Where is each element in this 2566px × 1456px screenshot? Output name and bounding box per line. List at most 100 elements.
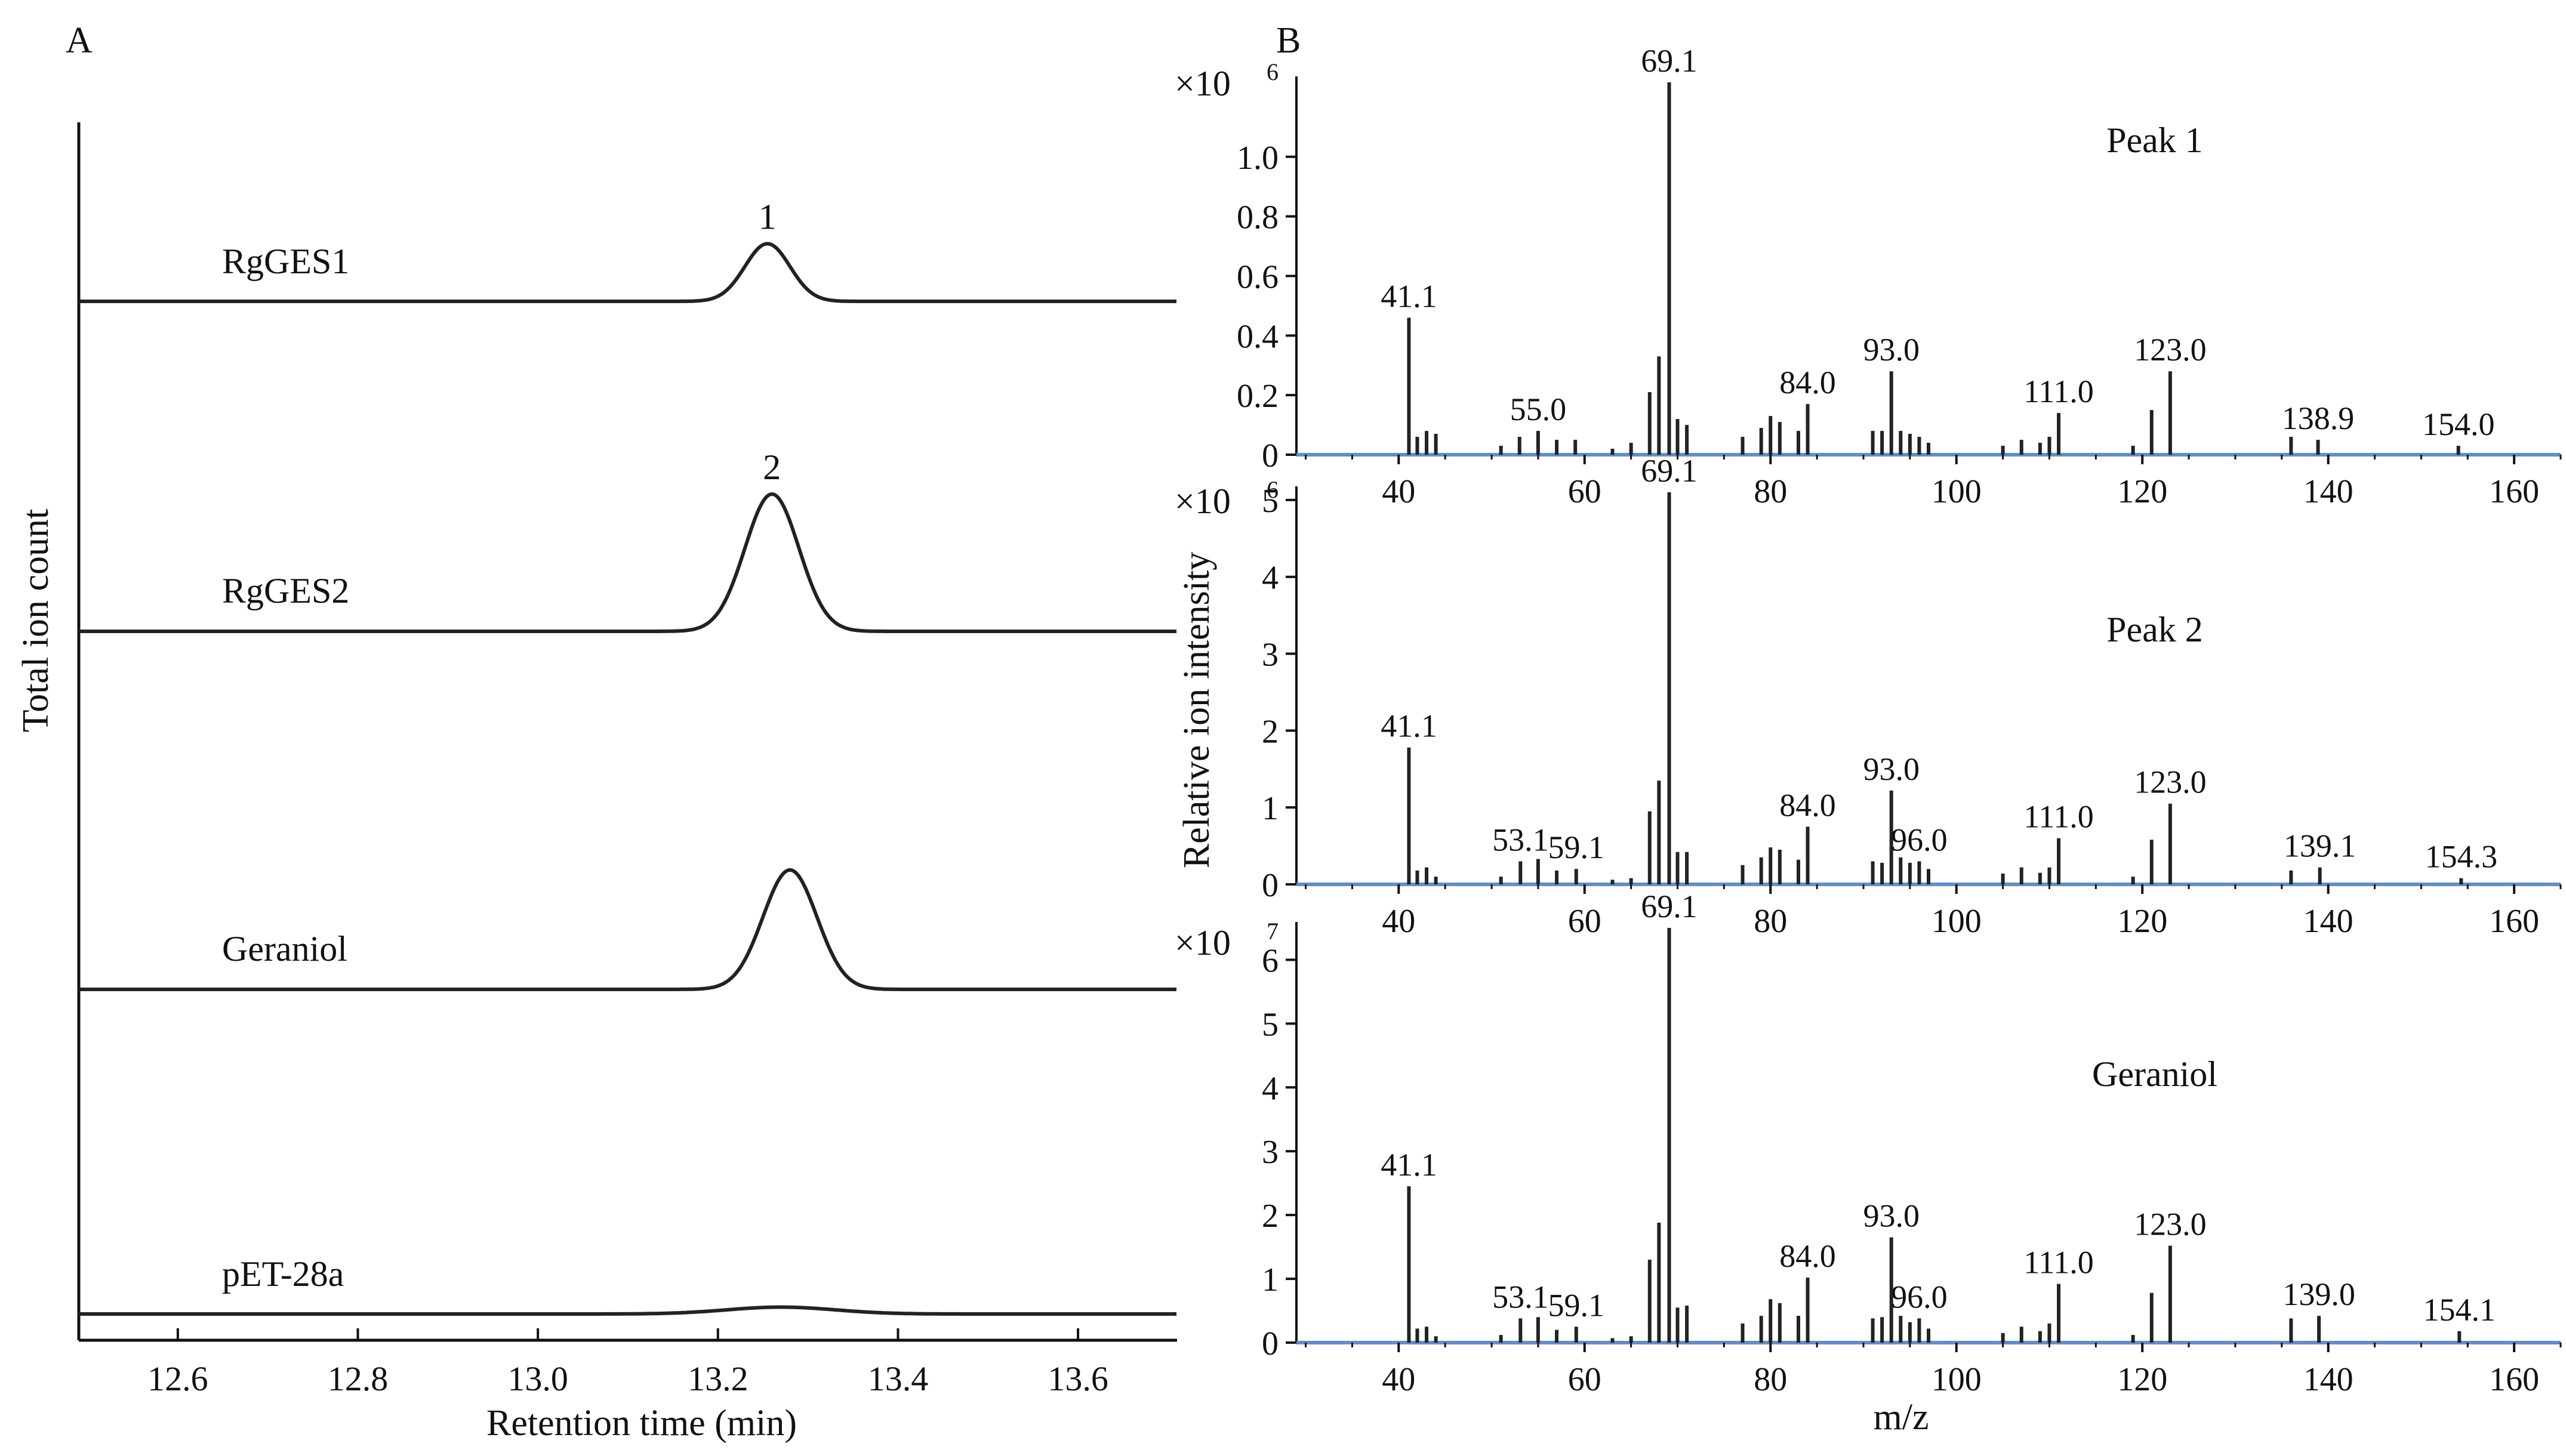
spectrum-x-tick-label: 100	[1932, 473, 1982, 510]
spectrum-x-tick-label: 120	[2117, 1361, 2167, 1398]
spectrum-title: Geraniol	[2092, 1054, 2217, 1094]
spectrum-x-tick-label: 100	[1932, 1361, 1982, 1398]
spectrum-x-tick-label: 80	[1754, 473, 1787, 510]
chromatogram-x-tick-label: 13.2	[688, 1359, 748, 1398]
chromatogram-y-axis-label: Total ion count	[16, 509, 56, 732]
panel-b-label: B	[1276, 20, 1301, 61]
spectrum-y-tick-label: 3	[1262, 637, 1279, 674]
spectrum-peak-label: 154.3	[2425, 839, 2498, 875]
spectrum-peak-label: 59.1	[1548, 829, 1605, 865]
spectrum-peak-label: 69.1	[1641, 889, 1698, 924]
spectrum-peak-label: 69.1	[1641, 453, 1698, 489]
spectrum-x-tick-label: 140	[2303, 1361, 2354, 1398]
chromatogram-x-tick-label: 13.0	[507, 1359, 568, 1398]
spectrum-x-tick-label: 60	[1568, 903, 1601, 940]
spectrum-y-tick-label: 5	[1262, 483, 1279, 520]
chromatogram-trace	[79, 1305, 1176, 1316]
spectrum-y-tick-label: 0.8	[1237, 199, 1279, 236]
spectrum-peak-label: 53.1	[1492, 1279, 1549, 1315]
spectrum-y-tick-label: 3	[1262, 1134, 1279, 1171]
chromatogram-series-label: Geraniol	[222, 929, 347, 968]
spectrum-x-tick-label: 80	[1754, 903, 1787, 940]
spectrum-y-tick-label: 4	[1262, 560, 1279, 597]
spectrum-y-tick-label: 1	[1262, 790, 1279, 827]
chromatogram-x-tick-label: 13.4	[868, 1359, 929, 1398]
spectrum-scale-label: ×10	[1175, 482, 1231, 521]
spectrum-peak-label: 111.0	[2023, 1245, 2094, 1281]
spectrum-peak-label: 139.1	[2284, 828, 2356, 864]
mass-spectrum-x-axis-label: m/z	[1874, 1397, 1929, 1438]
spectrum-peak-label: 93.0	[1863, 332, 1920, 368]
spectrum-peak-label: 138.9	[2282, 400, 2355, 436]
chromatogram-peak-number: 1	[759, 197, 777, 236]
chromatogram-series-label: RgGES2	[222, 571, 349, 610]
spectrum-peak-label: 123.0	[2134, 332, 2207, 368]
spectrum-peak-label: 123.0	[2134, 1206, 2207, 1242]
spectrum-x-tick-label: 140	[2303, 473, 2354, 510]
spectrum-peak-label: 41.1	[1381, 708, 1437, 744]
chromatogram-x-axis-label: Retention time (min)	[486, 1403, 797, 1443]
spectrum-peak-label: 139.0	[2282, 1276, 2355, 1312]
spectrum-y-tick-label: 1.0	[1237, 140, 1279, 177]
chromatogram-panel: 12.6 12.8 13.0 13.2 13.4 13.6 RgGES1 1 RgGES2 2 G…	[16, 122, 1177, 1443]
spectrum-scale-exponent: 7	[1267, 918, 1279, 945]
spectrum-y-tick-label: 1	[1262, 1261, 1279, 1298]
chromatogram-trace	[79, 492, 1176, 633]
spectrum-x-tick-label: 100	[1932, 903, 1982, 940]
spectrum-peak-label: 55.0	[1510, 391, 1567, 427]
spectrum-title: Peak 2	[2106, 610, 2203, 649]
spectrum-x-tick-label: 60	[1568, 473, 1601, 510]
chromatogram-x-tick-label: 12.8	[328, 1359, 389, 1398]
spectrum-peak-label: 41.1	[1381, 278, 1437, 314]
spectrum-peak-label: 53.1	[1492, 822, 1549, 857]
spectrum-peak-label: 69.1	[1641, 43, 1698, 79]
mass-spectrum-geraniol: 0 1 2 3 4 5 6 40 60 80 100 120 140 160 ×10 7 Geraniol 41.…	[1175, 889, 2562, 1398]
chromatogram-x-tick-label: 13.6	[1048, 1359, 1108, 1398]
spectrum-scale-label: ×10	[1175, 923, 1231, 963]
spectrum-scale-exponent: 6	[1267, 58, 1279, 85]
spectrum-x-tick-label: 40	[1382, 903, 1415, 940]
spectrum-x-tick-label: 160	[2489, 473, 2539, 510]
spectrum-x-tick-label: 140	[2303, 903, 2354, 940]
spectrum-peak-label: 111.0	[2023, 799, 2094, 835]
spectrum-scale-label: ×10	[1175, 64, 1231, 103]
mass-spectrum-peak-1: 0 0.2 0.4 0.6 0.8 1.0 40 60 80 100 120 140 160 ×10 6 Pe…	[1175, 43, 2562, 510]
spectrum-x-tick-label: 120	[2117, 473, 2167, 510]
spectrum-y-tick-label: 2	[1262, 713, 1279, 750]
chromatogram-trace	[79, 242, 1176, 303]
spectrum-x-tick-label: 120	[2117, 903, 2167, 940]
spectrum-peak-label: 84.0	[1779, 787, 1836, 823]
chromatogram-x-tick-label: 12.6	[147, 1359, 208, 1398]
spectrum-peak-label: 41.1	[1381, 1147, 1437, 1183]
spectrum-x-tick-label: 60	[1568, 1361, 1601, 1398]
spectrum-title: Peak 1	[2106, 121, 2203, 160]
spectrum-y-tick-label: 0	[1262, 1325, 1279, 1362]
spectrum-peak-label: 96.0	[1891, 1279, 1948, 1315]
chromatogram-series-label: RgGES1	[222, 242, 349, 281]
spectrum-peak-label: 84.0	[1779, 365, 1836, 400]
chromatogram-series-label: pET-28a	[222, 1254, 344, 1294]
panel-a-label: A	[66, 20, 93, 61]
spectrum-y-tick-label: 4	[1262, 1070, 1279, 1107]
spectrum-y-tick-label: 2	[1262, 1198, 1279, 1235]
spectrum-peak-label: 111.0	[2023, 374, 2094, 409]
spectrum-peak-label: 96.0	[1891, 822, 1948, 857]
spectrum-y-tick-label: 0.6	[1237, 258, 1279, 295]
spectrum-y-tick-label: 0	[1262, 867, 1279, 904]
mass-spectrum-peak-2: 0 1 2 3 4 5 40 60 80 100 120 140 160 ×10 6 Peak 2 41.1 53…	[1175, 453, 2562, 940]
spectrum-x-tick-label: 160	[2489, 903, 2539, 940]
spectrum-y-tick-label: 5	[1262, 1006, 1279, 1043]
spectrum-peak-label: 84.0	[1779, 1238, 1836, 1274]
spectrum-x-tick-label: 80	[1754, 1361, 1787, 1398]
mass-spectrum-y-axis-label: Relative ion intensity	[1176, 552, 1217, 868]
spectrum-x-tick-label: 40	[1382, 473, 1415, 510]
spectrum-peak-label: 123.0	[2134, 764, 2207, 800]
spectrum-peak-label: 93.0	[1863, 751, 1920, 787]
spectrum-y-tick-label: 0.4	[1237, 318, 1279, 355]
chromatogram-peak-number: 2	[763, 448, 781, 487]
spectrum-y-tick-label: 6	[1262, 942, 1279, 979]
spectrum-scale-exponent: 6	[1267, 476, 1279, 503]
spectrum-peak-label: 93.0	[1863, 1198, 1920, 1234]
spectrum-peak-label: 154.1	[2423, 1292, 2496, 1328]
